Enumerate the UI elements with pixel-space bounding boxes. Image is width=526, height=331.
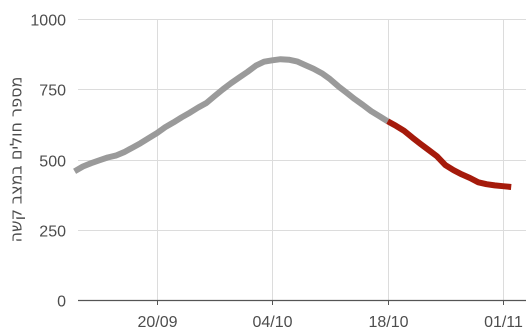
data-series [73,56,512,190]
y-tick-label: 750 [39,83,66,100]
grid-lines [78,19,526,300]
x-tick-label: 20/09 [137,314,177,331]
y-tick-label: 0 [57,294,66,311]
y-axis-label: מספר חולים במצב קשה [7,77,26,243]
y-tick-label: 500 [39,154,66,171]
series-line-recent [386,118,512,190]
series-line-history [73,56,390,174]
y-tick-label: 1000 [30,13,66,30]
x-tick-label: 01/11 [484,314,523,331]
y-tick-label: 250 [39,224,66,241]
x-tick-label: 18/10 [368,314,408,331]
x-tick-labels: 20/09 04/10 18/10 01/11 [137,300,523,331]
y-tick-labels: 0 250 500 750 1000 [30,13,66,311]
x-tick-label: 04/10 [252,314,292,331]
